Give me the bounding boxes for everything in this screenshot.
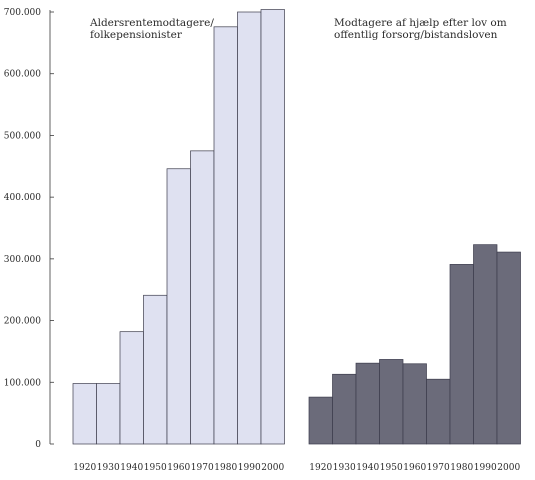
bar-assistance-1950 <box>379 359 404 445</box>
bar-pension-1930 <box>96 383 121 445</box>
x-tick-label: 1960 <box>403 463 426 473</box>
x-tick-label: 1970 <box>427 463 450 473</box>
x-tick-label: 2000 <box>261 463 284 473</box>
x-tick-label: 1990 <box>474 463 497 473</box>
x-tick-label: 1980 <box>214 463 237 473</box>
bar-assistance-1930 <box>332 373 357 445</box>
bar-assistance-1960 <box>402 363 427 445</box>
annotation-line: folkepensionister <box>90 29 183 41</box>
x-tick-label: 1990 <box>238 463 261 473</box>
bar-assistance-1920 <box>308 396 333 445</box>
y-tick-label: 300.000 <box>4 255 41 265</box>
bar-pension-1990 <box>237 11 262 445</box>
y-tick-label: 400.000 <box>4 193 41 203</box>
x-tick-label: 1920 <box>309 463 332 473</box>
y-tick-label: 700.000 <box>4 8 41 18</box>
annotations: Aldersrentemodtagere/folkepensionister Mo… <box>89 17 507 41</box>
x-tick-label: 1920 <box>73 463 96 473</box>
y-tick-label: 200.000 <box>4 317 41 327</box>
annotation-line: offentlig forsorg/bistandsloven <box>334 29 498 41</box>
bar-assistance-1940 <box>355 362 380 445</box>
x-tick-label: 1960 <box>167 463 190 473</box>
x-tick-label: 1950 <box>144 463 167 473</box>
bar-assistance-1990 <box>473 244 498 445</box>
bars <box>72 9 521 445</box>
x-tick-label: 1940 <box>120 463 143 473</box>
x-tick-label: 1970 <box>191 463 214 473</box>
x-tick-label: 1930 <box>333 463 356 473</box>
bar-pension-1980 <box>213 26 238 445</box>
x-tick-label: 1950 <box>380 463 403 473</box>
bar-pension-1920 <box>72 383 97 445</box>
x-tick-label: 1940 <box>356 463 379 473</box>
bar-pension-1970 <box>190 150 215 445</box>
y-axis: 0 100.000 200.000 300.000 400.000 500.000 600.… <box>4 8 54 450</box>
x-tick-label: 1980 <box>450 463 473 473</box>
y-tick-label: 0 <box>35 440 41 450</box>
bar-pension-1950 <box>143 294 168 445</box>
bar-pension-2000 <box>260 9 285 445</box>
y-tick-label: 600.000 <box>4 70 41 80</box>
bar-assistance-1970 <box>426 378 451 445</box>
bar-assistance-1980 <box>449 264 474 445</box>
bar-assistance-2000 <box>496 251 521 445</box>
bar-pension-1960 <box>166 168 191 445</box>
bar-pension-1940 <box>119 331 144 445</box>
x-tick-label: 1930 <box>97 463 120 473</box>
x-tick-label: 2000 <box>497 463 520 473</box>
y-tick-label: 500.000 <box>4 131 41 141</box>
annotation-line: Modtagere af hjælp efter lov om <box>334 17 507 29</box>
y-tick-label: 100.000 <box>4 378 41 388</box>
annotation-line: Aldersrentemodtagere/ <box>89 17 214 29</box>
x-tick-labels: 1920 1930 1940 1950 1960 1970 1980 1990 2000 1920… <box>73 463 520 473</box>
